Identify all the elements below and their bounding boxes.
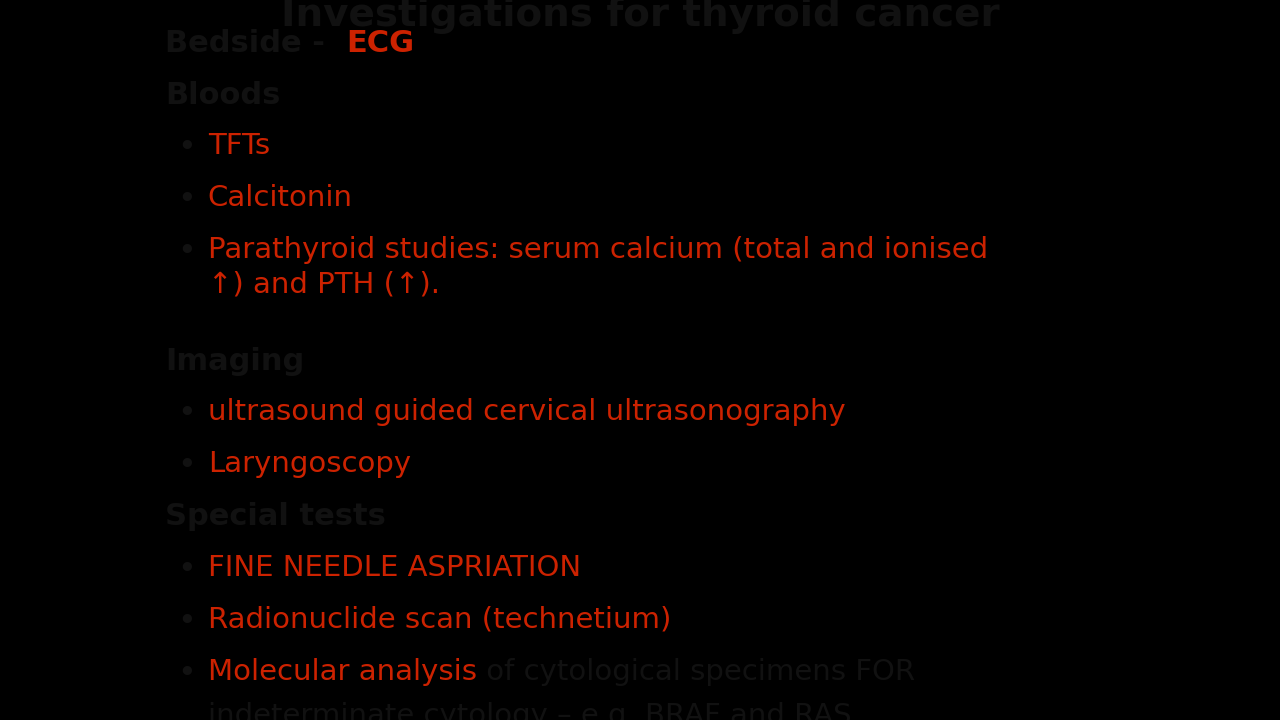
Text: •: • xyxy=(177,398,196,429)
Text: •: • xyxy=(177,236,196,267)
Text: Radionuclide scan (technetium): Radionuclide scan (technetium) xyxy=(207,606,671,634)
Text: •: • xyxy=(177,450,196,481)
Text: ultrasound guided cervical ultrasonography: ultrasound guided cervical ultrasonograp… xyxy=(207,398,845,426)
Text: Molecular analysis: Molecular analysis xyxy=(207,657,476,685)
Text: •: • xyxy=(177,554,196,585)
Text: indeterminate cytology – e.g. BRAF and RAS: indeterminate cytology – e.g. BRAF and R… xyxy=(207,702,851,720)
Text: Special tests: Special tests xyxy=(165,502,385,531)
Text: FINE NEEDLE ASPRIATION: FINE NEEDLE ASPRIATION xyxy=(207,554,581,582)
Text: •: • xyxy=(177,184,196,215)
Text: Calcitonin: Calcitonin xyxy=(207,184,353,212)
Text: Parathyroid studies: serum calcium (total and ionised
↑) and PTH (↑).: Parathyroid studies: serum calcium (tota… xyxy=(207,236,988,299)
Text: Imaging: Imaging xyxy=(165,346,305,376)
Text: •: • xyxy=(177,657,196,688)
Text: •: • xyxy=(177,606,196,636)
Text: of cytological specimens FOR: of cytological specimens FOR xyxy=(476,657,915,685)
Text: ECG: ECG xyxy=(346,29,415,58)
Text: Laryngoscopy: Laryngoscopy xyxy=(207,450,411,478)
Text: Bedside -: Bedside - xyxy=(165,29,346,58)
Text: •: • xyxy=(177,132,196,163)
Text: Bloods: Bloods xyxy=(165,81,280,109)
Text: Investigations for thyroid cancer: Investigations for thyroid cancer xyxy=(280,0,1000,35)
Text: TFTs: TFTs xyxy=(207,132,270,161)
